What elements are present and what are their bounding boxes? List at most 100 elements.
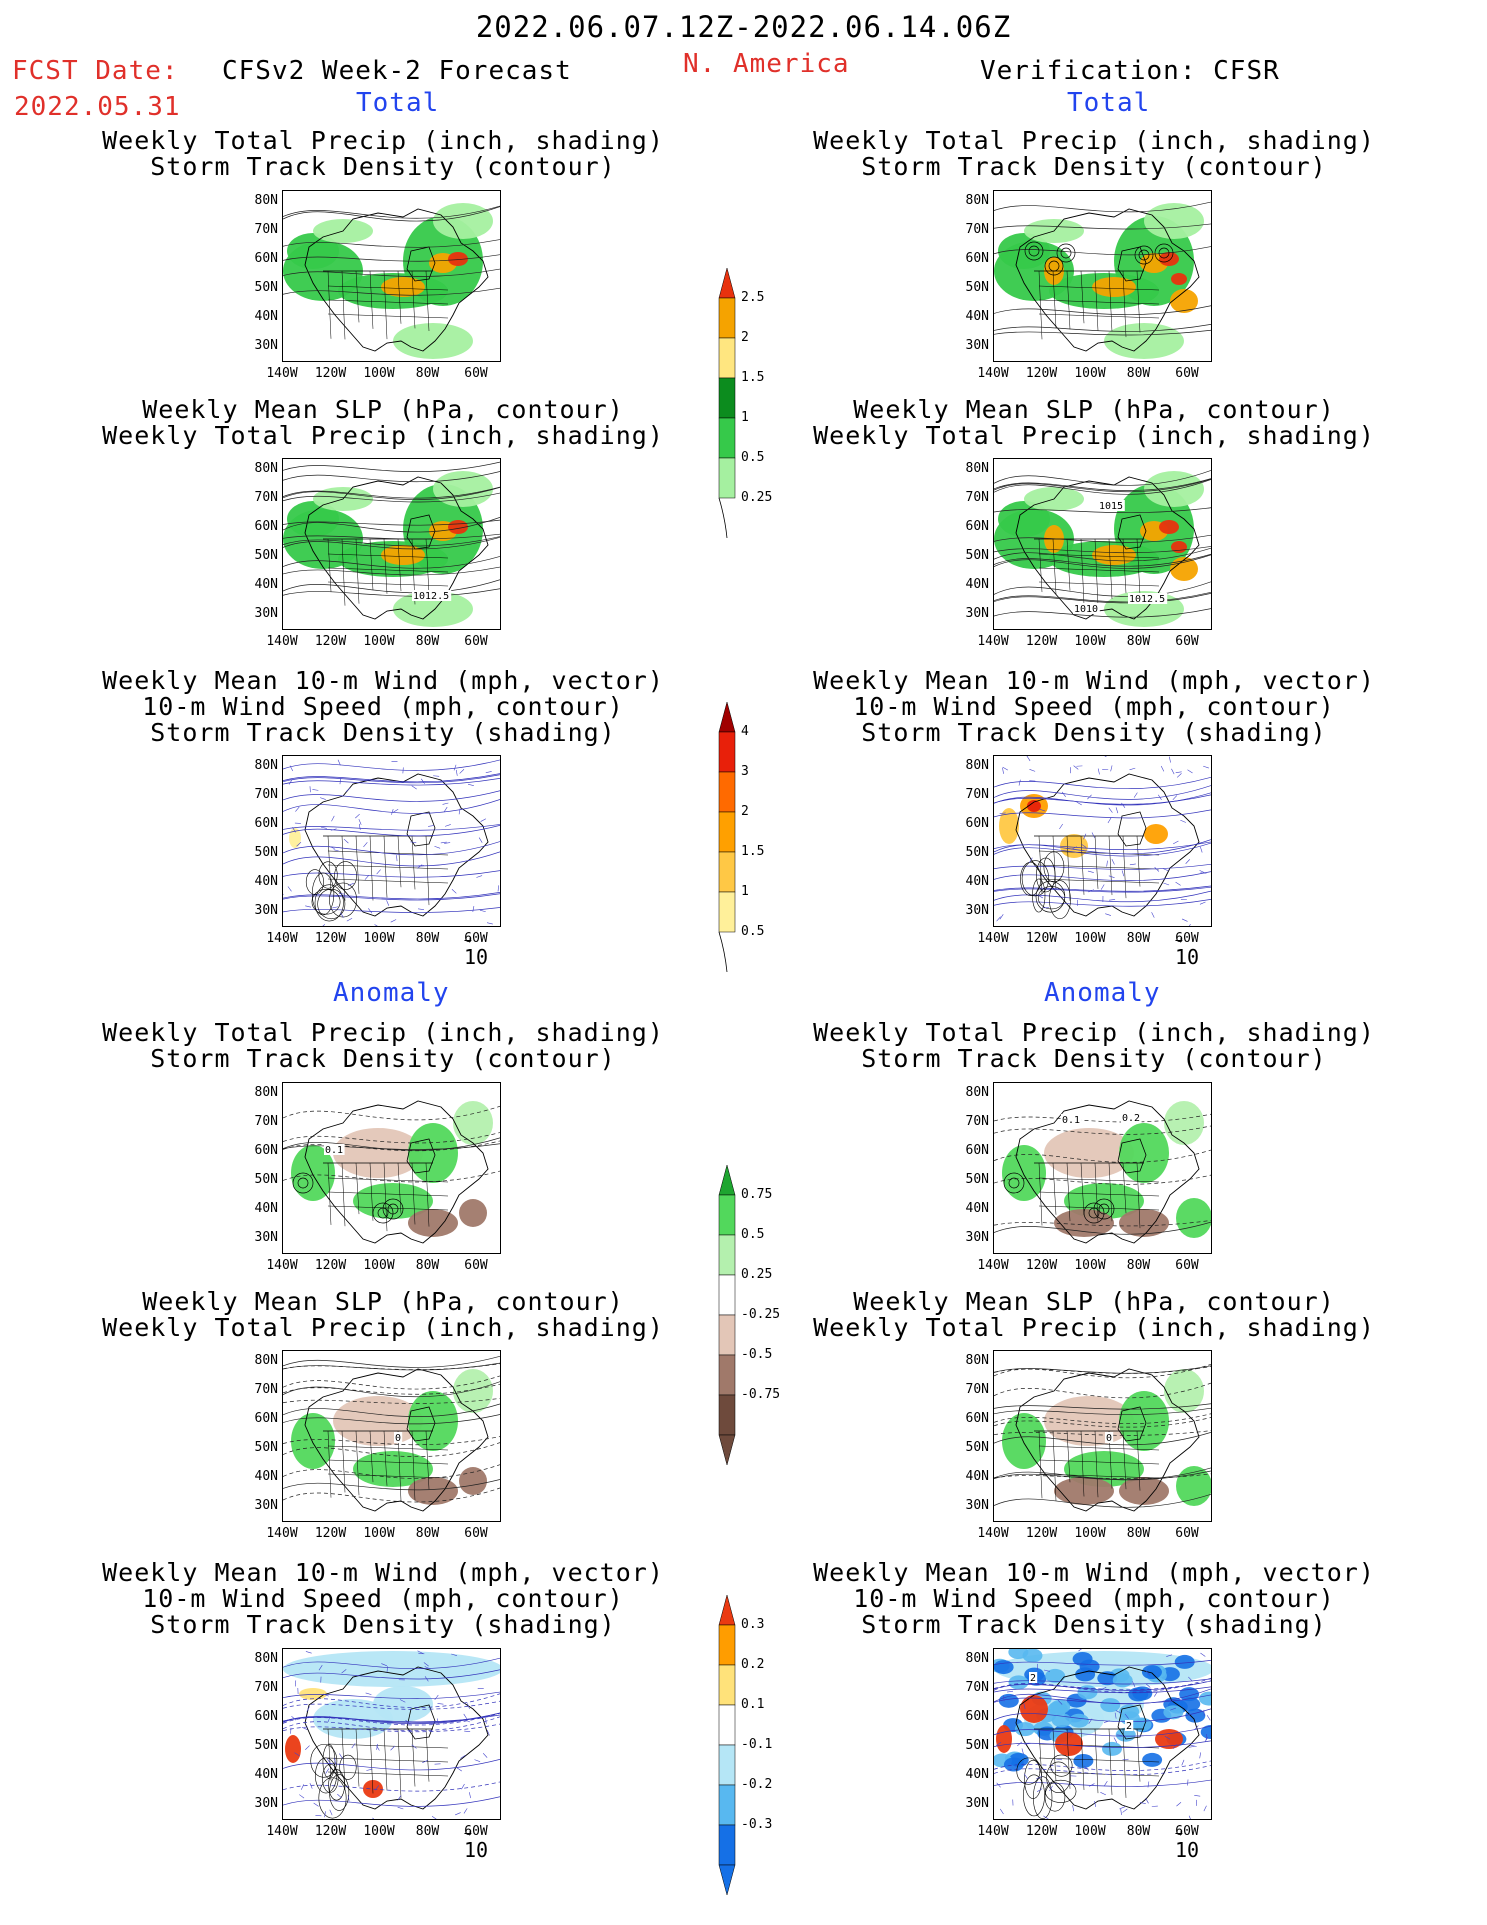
lat-label: 80N — [965, 758, 989, 773]
panel-title-line: Weekly Mean 10-m Wind (mph, vector) — [813, 666, 1375, 695]
lat-label: 40N — [254, 1469, 278, 1484]
lon-label: 120W — [314, 634, 347, 649]
lat-label: 70N — [254, 787, 278, 802]
lon-label: 80W — [415, 1526, 440, 1541]
lon-label: 60W — [464, 1824, 488, 1839]
colorbar-tick-label: 2 — [741, 804, 749, 819]
panel-title-line: 10-m Wind Speed (mph, contour) — [142, 692, 624, 721]
lat-label: 70N — [965, 1114, 989, 1129]
vector-reference: → 10 — [464, 934, 488, 969]
lon-label: 80W — [415, 931, 440, 946]
lon-label: 140W — [266, 1526, 298, 1541]
section-total-right: Total — [1067, 88, 1151, 118]
panel-title-line: Weekly Total Precip (inch, shading) — [102, 1018, 664, 1047]
lon-label: 80W — [1126, 634, 1151, 649]
lat-label: 40N — [254, 1767, 278, 1782]
forecast-map-5: 0 — [282, 1350, 501, 1522]
forecast-model-title: CFSv2 Week-2 Forecast — [222, 56, 572, 86]
panel-title-line: Weekly Total Precip (inch, shading) — [102, 126, 664, 155]
lon-label: 100W — [1074, 1258, 1106, 1273]
slp-contour-label-2: 1010 — [1074, 604, 1098, 615]
lat-label: 30N — [254, 606, 278, 621]
section-total-left: Total — [356, 88, 440, 118]
lat-label: 30N — [965, 903, 989, 918]
lon-label: 100W — [1074, 1526, 1106, 1541]
forecast-map-6 — [282, 1648, 501, 1820]
lat-label: 70N — [965, 222, 989, 237]
colorbar-tick-label: -0.3 — [741, 1817, 773, 1832]
colorbar-tick-label: 4 — [741, 724, 749, 739]
lon-label: 80W — [415, 634, 440, 649]
lat-label: 50N — [254, 1172, 278, 1187]
lon-label: 80W — [1126, 1824, 1151, 1839]
forecast-map-4: 0.1 — [282, 1082, 501, 1254]
fcst-date-value: 2022.05.31 — [14, 92, 181, 122]
lat-label: 40N — [254, 874, 278, 889]
forecast-map-1 — [282, 190, 501, 362]
vector-arrow-icon: → — [464, 1826, 472, 1841]
lon-label: 80W — [1126, 931, 1151, 946]
lon-label: 100W — [363, 931, 395, 946]
panel-title-line: Weekly Total Precip (inch, shading) — [813, 421, 1375, 450]
lon-label: 120W — [314, 1258, 347, 1273]
section-anomaly-right: Anomaly — [1044, 978, 1161, 1008]
lat-label: 60N — [965, 1143, 989, 1158]
lat-label: 70N — [254, 1680, 278, 1695]
panel-title-line: Weekly Mean SLP (hPa, contour) — [142, 395, 624, 424]
lat-label: 80N — [965, 1353, 989, 1368]
panel-title-line: Weekly Mean SLP (hPa, contour) — [142, 1287, 624, 1316]
lat-label: 30N — [254, 1230, 278, 1245]
lat-label: 40N — [254, 577, 278, 592]
lon-label: 60W — [1175, 366, 1199, 381]
lon-label: 80W — [415, 366, 440, 381]
slp-contour-label-3: 1012.5 — [1129, 594, 1165, 605]
panel-title-line: Weekly Total Precip (inch, shading) — [813, 126, 1375, 155]
storm-contour-label-2: 0.2 — [1122, 1113, 1140, 1124]
lat-label: 50N — [254, 1738, 278, 1753]
lon-label: 140W — [266, 1258, 298, 1273]
panel-title-line: 10-m Wind Speed (mph, contour) — [853, 1584, 1335, 1613]
lon-label: 140W — [977, 366, 1009, 381]
panel-title-line: Weekly Total Precip (inch, shading) — [102, 1313, 664, 1342]
colorbar-tick-label: 0.5 — [741, 924, 765, 939]
panel-title-line: Weekly Total Precip (inch, shading) — [813, 1018, 1375, 1047]
lon-label: 60W — [464, 366, 488, 381]
colorbar-tick-label: -0.2 — [741, 1777, 773, 1792]
lon-label: 60W — [1175, 634, 1199, 649]
vector-arrow-icon: → — [1175, 1826, 1183, 1841]
lat-label: 40N — [965, 1469, 989, 1484]
lat-label: 60N — [254, 251, 278, 266]
lat-label: 40N — [965, 577, 989, 592]
lat-label: 30N — [254, 1498, 278, 1513]
lat-label: 80N — [254, 758, 278, 773]
lat-label: 50N — [254, 280, 278, 295]
lon-label: 140W — [977, 1526, 1009, 1541]
colorbar-tick-label: 1 — [741, 410, 749, 425]
lon-label: 140W — [977, 931, 1009, 946]
lat-label: 30N — [965, 1796, 989, 1811]
lat-label: 40N — [965, 1767, 989, 1782]
panel-title-line: Weekly Mean SLP (hPa, contour) — [853, 395, 1335, 424]
colorbar-tick-label: -0.75 — [741, 1387, 781, 1402]
colorbar-tick-label: 0.5 — [741, 450, 765, 465]
lat-label: 80N — [254, 1353, 278, 1368]
panel-title-line: Storm Track Density (contour) — [861, 152, 1327, 181]
region-title: N. America — [683, 49, 850, 79]
lon-label: 140W — [266, 366, 298, 381]
slp-contour-label-1: 1015 — [1099, 501, 1123, 512]
lat-label: 70N — [254, 222, 278, 237]
lon-label: 140W — [266, 1824, 298, 1839]
lat-label: 50N — [965, 548, 989, 563]
lat-label: 60N — [254, 1143, 278, 1158]
colorbar-tick-label: 2.5 — [741, 290, 765, 305]
lat-label: 40N — [965, 1201, 989, 1216]
panel-title-line: Weekly Mean 10-m Wind (mph, vector) — [813, 1558, 1375, 1587]
lat-label: 50N — [965, 1440, 989, 1455]
verification-map-4: 0.1 0.2 — [993, 1082, 1212, 1254]
verification-map-3 — [993, 755, 1212, 927]
lat-label: 60N — [254, 1411, 278, 1426]
slp-contour-label: 1012.5 — [413, 591, 449, 602]
panel-title-line: Storm Track Density (contour) — [861, 1044, 1327, 1073]
lon-label: 100W — [363, 1526, 395, 1541]
lon-label: 140W — [266, 634, 298, 649]
